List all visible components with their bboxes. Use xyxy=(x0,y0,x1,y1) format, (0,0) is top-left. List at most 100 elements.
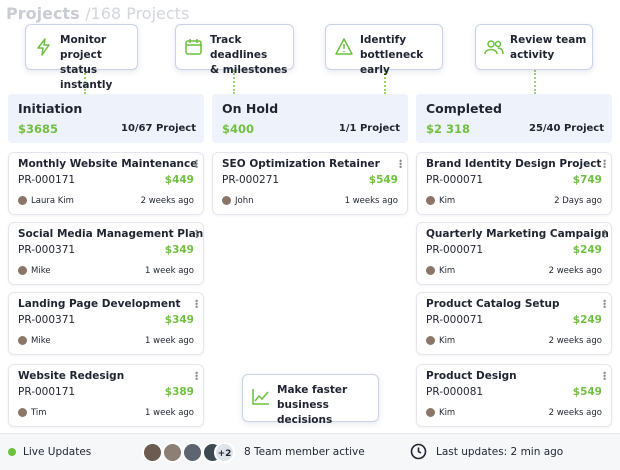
card-title: Social Media Management Plan xyxy=(18,228,204,240)
card-menu[interactable]: • • • xyxy=(602,157,607,172)
project-card[interactable]: SEO Optimization Retainer PR-000271 $549 Jo… xyxy=(212,152,408,215)
card-price: $389 xyxy=(164,386,194,398)
callout-icon xyxy=(484,40,504,55)
last-update: Last updates: 2 min ago xyxy=(436,446,564,458)
card-menu[interactable]: • • • xyxy=(602,227,607,242)
card-id: PR-000371 xyxy=(18,314,76,326)
project-card[interactable]: Brand Identity Design Project PR-000071 $7… xyxy=(416,152,612,215)
card-price: $349 xyxy=(164,244,194,256)
connector xyxy=(384,70,386,94)
callout-line: Review team xyxy=(510,34,587,46)
card-menu[interactable]: • • • xyxy=(398,157,403,172)
connector xyxy=(534,70,536,94)
card-id: PR-000371 xyxy=(18,244,76,256)
page-header: Projects /168 Projects xyxy=(6,4,189,23)
user-avatar xyxy=(18,408,27,417)
card-time: 2 Days ago xyxy=(554,196,602,206)
callout-line: status instantly xyxy=(60,64,113,91)
user-avatar xyxy=(18,196,27,205)
clock-icon xyxy=(410,443,427,460)
card-menu[interactable]: • • • xyxy=(194,369,199,384)
callout-line: & milestones xyxy=(210,64,288,76)
callout: Identify bottleneck early xyxy=(325,24,443,76)
card-id: PR-000171 xyxy=(18,174,76,186)
user-avatar xyxy=(426,196,435,205)
callout: Review team activity xyxy=(475,24,593,70)
callout-line: business decisions xyxy=(277,399,333,426)
column-title: Completed xyxy=(426,101,502,116)
project-card[interactable]: Website Redesign PR-000171 $389 Tim 1 week a… xyxy=(8,364,204,427)
user-avatar xyxy=(426,408,435,417)
column-title: Initiation xyxy=(18,101,83,116)
callout-icon xyxy=(252,389,269,405)
card-time: 2 weeks ago xyxy=(548,266,602,276)
column-amount: $2 318 xyxy=(426,122,471,136)
card-price: $749 xyxy=(572,174,602,186)
card-user: Mike xyxy=(31,266,51,276)
callout-icon xyxy=(185,39,202,55)
card-time: 2 weeks ago xyxy=(140,196,194,206)
page-title: Projects xyxy=(6,4,80,23)
card-price: $449 xyxy=(164,174,194,186)
live-dot xyxy=(8,448,16,456)
column-amount: $3685 xyxy=(18,122,59,136)
card-time: 1 weeks ago xyxy=(344,196,398,206)
callout-line: Make faster xyxy=(277,384,348,396)
card-time: 1 week ago xyxy=(145,336,194,346)
callout-line: activity xyxy=(510,49,555,61)
column-amount: $400 xyxy=(222,122,255,136)
user-avatar xyxy=(18,266,27,275)
card-menu[interactable]: • • • xyxy=(194,227,199,242)
project-card[interactable]: Quarterly Marketing Campaign PR-000071 $24… xyxy=(416,222,612,285)
card-id: PR-000071 xyxy=(426,174,484,186)
callout-icon xyxy=(335,38,353,55)
card-title: Landing Page Development xyxy=(18,298,181,310)
callout-line: Track deadlines xyxy=(210,34,268,61)
card-user: Kim xyxy=(439,266,456,276)
project-card[interactable]: Monthly Website Maintenance PR-000171 $449… xyxy=(8,152,204,215)
card-title: Website Redesign xyxy=(18,370,125,382)
project-count: /168 Projects xyxy=(85,4,190,23)
column-count: 1/1 Project xyxy=(338,123,400,134)
card-time: 1 week ago xyxy=(145,266,194,276)
card-menu[interactable]: • • • xyxy=(194,297,199,312)
card-id: PR-000071 xyxy=(426,314,484,326)
column-count: 25/40 Project xyxy=(528,123,604,134)
card-id: PR-000271 xyxy=(222,174,280,186)
user-avatar xyxy=(426,336,435,345)
card-title: Quarterly Marketing Campaign xyxy=(426,228,609,240)
user-avatar xyxy=(426,266,435,275)
card-id: PR-000081 xyxy=(426,386,484,398)
card-user: Tim xyxy=(31,408,47,418)
callout-line: Monitor project xyxy=(60,34,107,61)
card-menu[interactable]: • • • xyxy=(602,297,607,312)
callout-line: bottleneck early xyxy=(360,49,424,76)
project-card[interactable]: Social Media Management Plan PR-000371 $34… xyxy=(8,222,204,285)
more-avatars: +2 xyxy=(214,442,235,463)
project-card[interactable]: Product Design PR-000081 $549 Kim 2 weeks ag… xyxy=(416,364,612,427)
card-price: $549 xyxy=(572,386,602,398)
card-title: Product Catalog Setup xyxy=(426,298,560,310)
card-menu[interactable]: • • • xyxy=(194,157,199,172)
card-user: Mike xyxy=(31,336,51,346)
project-card[interactable]: Product Catalog Setup PR-000071 $249 Kim 2 w… xyxy=(416,292,612,355)
card-title: Monthly Website Maintenance xyxy=(18,158,198,170)
card-id: PR-000071 xyxy=(426,244,484,256)
team-avatar xyxy=(162,442,183,463)
footer-bar: Live Updates +2 8 Team member active Last u… xyxy=(0,433,620,470)
card-price: $349 xyxy=(164,314,194,326)
card-menu[interactable]: • • • xyxy=(602,369,607,384)
callout: Monitor project status instantly xyxy=(25,24,138,91)
card-user: Kim xyxy=(439,196,456,206)
column-header: Initiation $3685 10/67 Project xyxy=(8,94,204,143)
card-price: $249 xyxy=(572,314,602,326)
project-card[interactable]: Landing Page Development PR-000371 $349 Mik… xyxy=(8,292,204,355)
card-user: Kim xyxy=(439,336,456,346)
card-id: PR-000171 xyxy=(18,386,76,398)
user-avatar xyxy=(18,336,27,345)
column-title: On Hold xyxy=(222,101,279,116)
team-avatar xyxy=(182,442,203,463)
card-title: Brand Identity Design Project xyxy=(426,158,602,170)
callout: Make faster business decisions xyxy=(242,374,379,426)
